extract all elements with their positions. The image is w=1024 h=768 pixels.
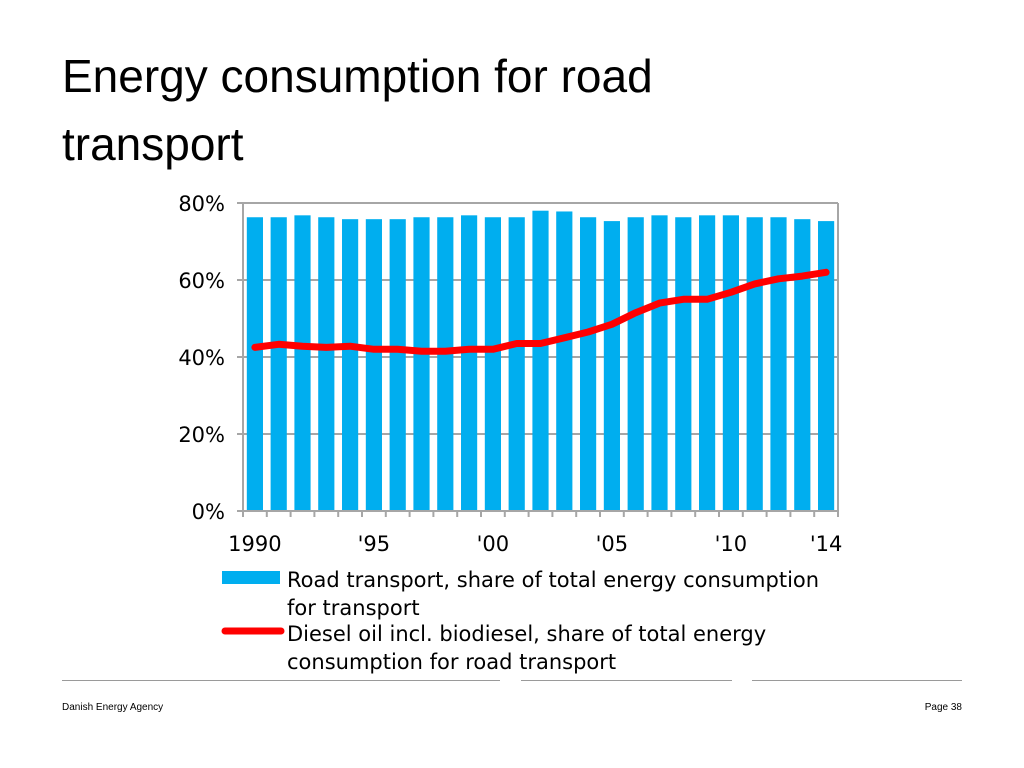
y-tick-label: 20% (178, 423, 225, 447)
y-tick-label: 60% (178, 269, 225, 293)
bar-2012 (770, 217, 787, 511)
bar-2007 (651, 215, 668, 511)
bar-2011 (746, 217, 763, 511)
bar-2005 (603, 221, 620, 511)
y-tick-label: 0% (192, 500, 225, 524)
footer-divider-left (62, 680, 500, 681)
x-tick-label: '10 (715, 532, 748, 556)
x-tick-label: '00 (477, 532, 510, 556)
bar-2014 (818, 221, 835, 511)
bar-series (246, 210, 835, 512)
x-tick-label: '05 (596, 532, 629, 556)
bar-1991 (270, 217, 287, 511)
bar-2004 (580, 217, 597, 511)
bar-2000 (484, 217, 501, 511)
bar-1995 (365, 219, 382, 512)
bar-2013 (794, 219, 811, 512)
bar-2010 (722, 215, 739, 511)
bar-1999 (461, 215, 478, 511)
footer-divider-middle (521, 680, 732, 681)
footer-organization: Danish Energy Agency (62, 702, 164, 713)
x-tick-label: '14 (810, 532, 843, 556)
bar-2001 (508, 217, 525, 511)
bar-2008 (675, 217, 692, 511)
x-tick-label: 1990 (228, 532, 281, 556)
bar-1992 (294, 215, 311, 511)
legend-swatch-road-transport (222, 571, 280, 584)
legend-label-road-transport: Road transport, share of total energy co… (287, 568, 820, 620)
axes (237, 202, 839, 517)
bar-1993 (318, 217, 335, 511)
line-diesel-share (251, 268, 830, 355)
bar-1996 (389, 219, 406, 512)
bar-1998 (437, 217, 454, 511)
line-series (251, 268, 830, 355)
legend-label-diesel: Diesel oil incl. biodiesel, share of tot… (287, 622, 767, 674)
legend (221, 571, 285, 635)
bar-1997 (413, 217, 430, 511)
page-number: Page 38 (924, 702, 962, 713)
bar-1994 (342, 219, 359, 512)
bar-2003 (556, 211, 573, 511)
tick-labels: 0% 20% 40% 60% 80% 1990 '95 '00 '05 '10 '14 (178, 192, 842, 556)
x-tick-label: '95 (358, 532, 391, 556)
bar-2002 (532, 210, 549, 511)
bar-1990 (246, 217, 263, 511)
footer-divider-right (752, 680, 962, 681)
slide-title: Energy consumption for road transport (62, 50, 653, 170)
y-tick-label: 80% (178, 192, 225, 216)
bar-2009 (699, 215, 716, 511)
bar-2006 (627, 217, 644, 511)
y-tick-label: 40% (178, 346, 225, 370)
